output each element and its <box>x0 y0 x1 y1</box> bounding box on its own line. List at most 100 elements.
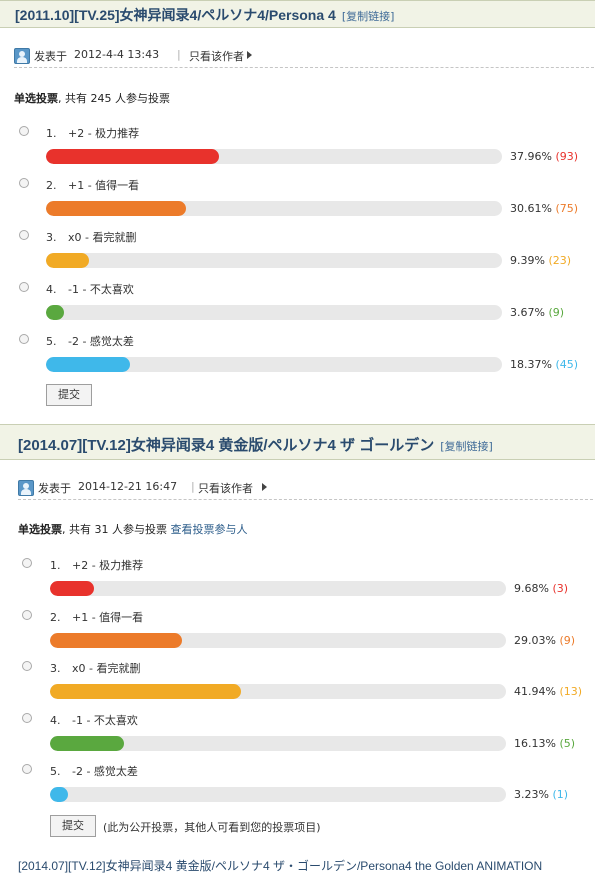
arrow-right-icon[interactable] <box>262 483 267 491</box>
result-bar-track <box>46 253 502 268</box>
option-number: 3. <box>50 662 61 675</box>
arrow-right-icon[interactable] <box>247 51 252 59</box>
thread-2-title-text[interactable]: [2014.07][TV.12]女神异闻录4 黄金版/ペルソナ4 ザ ゴールデン <box>18 437 435 454</box>
percentage-value: 37.96% <box>510 150 552 163</box>
option-number: 3. <box>46 231 57 244</box>
option-radio[interactable] <box>19 178 29 188</box>
thread-2-title[interactable]: [2014.07][TV.12]女神异闻录4 黄金版/ペルソナ4 ザ ゴールデン… <box>18 434 493 455</box>
option-number: 4. <box>46 283 57 296</box>
thread-1-post-meta: 发表于 2012-4-4 13:43 | 只看该作者 <box>14 45 594 68</box>
submit-button[interactable]: 提交 <box>50 815 96 837</box>
option-number: 2. <box>46 179 57 192</box>
option-label[interactable]: 1. +2 - 极力推荐 <box>46 125 139 141</box>
percentage-value: 29.03% <box>514 633 556 647</box>
option-text: -1 - 不太喜欢 <box>68 283 134 296</box>
option-label[interactable]: 4. -1 - 不太喜欢 <box>46 281 134 297</box>
option-number: 2. <box>50 610 61 624</box>
percentage-value: 30.61% <box>510 202 552 215</box>
separator: | <box>177 48 181 61</box>
user-avatar-icon <box>18 480 34 496</box>
poll-participants: , 共有 245 人参与投票 <box>58 92 170 105</box>
result-bar-track <box>50 787 506 802</box>
option-radio[interactable] <box>22 712 32 723</box>
poll-1-summary: 单选投票, 共有 245 人参与投票 <box>14 90 170 106</box>
result-percentage: 16.13% (5) <box>514 737 575 750</box>
option-radio[interactable] <box>22 661 32 671</box>
vote-count: (93) <box>555 150 579 163</box>
poll-participants: , 共有 31 人参与投票 <box>62 523 167 536</box>
option-radio[interactable] <box>22 558 32 568</box>
option-label[interactable]: 4. -1 - 不太喜欢 <box>50 712 138 728</box>
result-bar-fill <box>50 581 95 596</box>
option-radio[interactable] <box>19 126 29 136</box>
result-percentage: 41.94% (13) <box>514 685 582 698</box>
poll-type-label: 单选投票 <box>14 92 58 105</box>
option-radio[interactable] <box>19 282 29 292</box>
option-text: -1 - 不太喜欢 <box>72 713 138 727</box>
copy-link-button[interactable]: [复制链接] <box>440 440 493 453</box>
result-bar-track <box>46 149 502 164</box>
next-thread-title[interactable]: [2014.07][TV.12]女神异闻录4 黄金版/ペルソナ4 ザ・ゴールデン… <box>18 859 543 873</box>
result-percentage: 3.23% (1) <box>514 788 568 801</box>
result-percentage: 37.96% (93) <box>510 150 578 163</box>
option-number: 5. <box>46 335 57 348</box>
option-radio[interactable] <box>19 230 29 240</box>
author-only-link[interactable]: 只看该作者 <box>198 482 253 495</box>
posted-time: 2014-12-21 16:47 <box>78 480 178 493</box>
percentage-value: 9.39% <box>510 254 545 267</box>
result-bar-track <box>46 357 502 372</box>
option-label[interactable]: 3. x0 - 看完就删 <box>50 660 140 676</box>
result-bar-track <box>46 201 502 216</box>
result-bar-track <box>50 684 506 699</box>
copy-link-button[interactable]: [复制链接] <box>341 10 395 23</box>
percentage-value: 16.13% <box>514 736 556 750</box>
result-bar-track <box>50 581 506 596</box>
author-only-link[interactable]: 只看该作者 <box>189 50 244 63</box>
posted-time: 2012-4-4 13:43 <box>74 48 160 61</box>
option-text: -2 - 感觉太差 <box>68 335 134 348</box>
user-avatar-icon <box>14 48 30 64</box>
percentage-value: 9.68% <box>514 582 549 595</box>
percentage-value: 3.23% <box>514 788 549 801</box>
option-label[interactable]: 2. +1 - 值得一看 <box>50 609 143 625</box>
option-label[interactable]: 5. -2 - 感觉太差 <box>50 763 138 779</box>
thread-1-title[interactable]: [2011.10][TV.25]女神异闻录4/ペルソナ4/Persona 4 [复… <box>15 5 394 25</box>
vote-count: (45) <box>555 358 579 371</box>
vote-count: (5) <box>559 736 576 750</box>
result-bar-fill <box>50 684 242 699</box>
option-label[interactable]: 3. x0 - 看完就删 <box>46 229 136 245</box>
vote-count: (23) <box>548 254 572 267</box>
option-text: x0 - 看完就删 <box>68 231 137 244</box>
option-label[interactable]: 2. +1 - 值得一看 <box>46 177 139 193</box>
poll-type-label: 单选投票 <box>18 523 62 536</box>
submit-button[interactable]: 提交 <box>46 384 92 406</box>
option-number: 5. <box>50 765 61 778</box>
view-voters-link[interactable]: 查看投票参与人 <box>170 523 248 536</box>
posted-label: 发表于 <box>34 50 67 63</box>
option-radio[interactable] <box>22 764 32 774</box>
result-bar-fill <box>46 201 186 216</box>
thread-1-title-text[interactable]: [2011.10][TV.25]女神异闻录4/ペルソナ4/Persona 4 <box>15 7 336 23</box>
result-percentage: 9.39% (23) <box>510 254 571 267</box>
option-text: +2 - 极力推荐 <box>72 559 144 572</box>
option-radio[interactable] <box>19 334 29 344</box>
percentage-value: 18.37% <box>510 358 552 371</box>
poll-2-summary: 单选投票, 共有 31 人参与投票 查看投票参与人 <box>18 521 247 537</box>
option-label[interactable]: 1. +2 - 极力推荐 <box>50 557 143 573</box>
option-text: -2 - 感觉太差 <box>72 765 138 778</box>
result-percentage: 9.68% (3) <box>514 582 568 595</box>
option-number: 1. <box>50 559 61 572</box>
result-percentage: 30.61% (75) <box>510 202 578 215</box>
thread-2-header: [2014.07][TV.12]女神异闻录4 黄金版/ペルソナ4 ザ ゴールデン… <box>0 424 595 460</box>
vote-count: (9) <box>559 633 576 647</box>
option-label[interactable]: 5. -2 - 感觉太差 <box>46 333 134 349</box>
option-radio[interactable] <box>22 609 32 620</box>
thread-2-post-meta: 发表于 2014-12-21 16:47 | 只看该作者 <box>18 477 595 500</box>
vote-count: (1) <box>552 788 569 801</box>
public-vote-note: (此为公开投票，其他人可看到您的投票项目) <box>103 821 321 834</box>
option-text: +1 - 值得一看 <box>72 610 144 624</box>
posted-label: 发表于 <box>38 482 71 495</box>
result-bar-fill <box>50 632 183 648</box>
result-percentage: 3.67% (9) <box>510 306 564 319</box>
vote-count: (9) <box>548 306 565 319</box>
